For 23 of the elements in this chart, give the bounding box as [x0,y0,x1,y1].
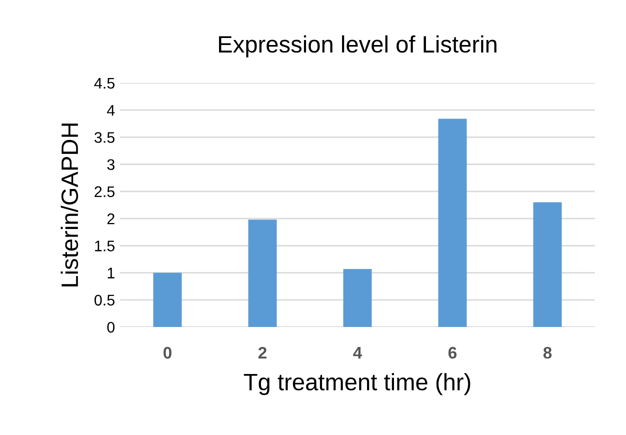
x-tick-label: 8 [543,346,552,359]
x-tick-label: 4 [353,347,362,359]
bar [248,220,277,327]
bar [533,202,562,327]
bar [343,268,372,327]
y-tick-label: 2 [107,213,114,224]
y-tick-label: 0 [107,322,115,333]
chart-title: Expression level of Listerin [219,35,496,58]
x-tick-label: 6 [448,346,457,359]
y-axis-title: Listerin/GAPDH [60,124,78,286]
x-tick-label: 2 [258,346,266,359]
y-tick-label: 2.5 [94,186,114,198]
y-tick-label: 4 [106,105,115,116]
bar [438,118,467,327]
y-tick-label: 0.5 [94,294,114,306]
y-tick-label: 1 [108,268,114,278]
x-axis-title: Tg treatment time (hr) [244,373,470,396]
y-tick-label: 3.5 [94,132,114,143]
y-tick-label: 1.5 [95,240,114,252]
x-tick-label: 0 [164,346,172,359]
bar [153,272,182,327]
y-tick-label: 3 [107,159,114,170]
y-tick-label: 4.5 [94,78,114,89]
